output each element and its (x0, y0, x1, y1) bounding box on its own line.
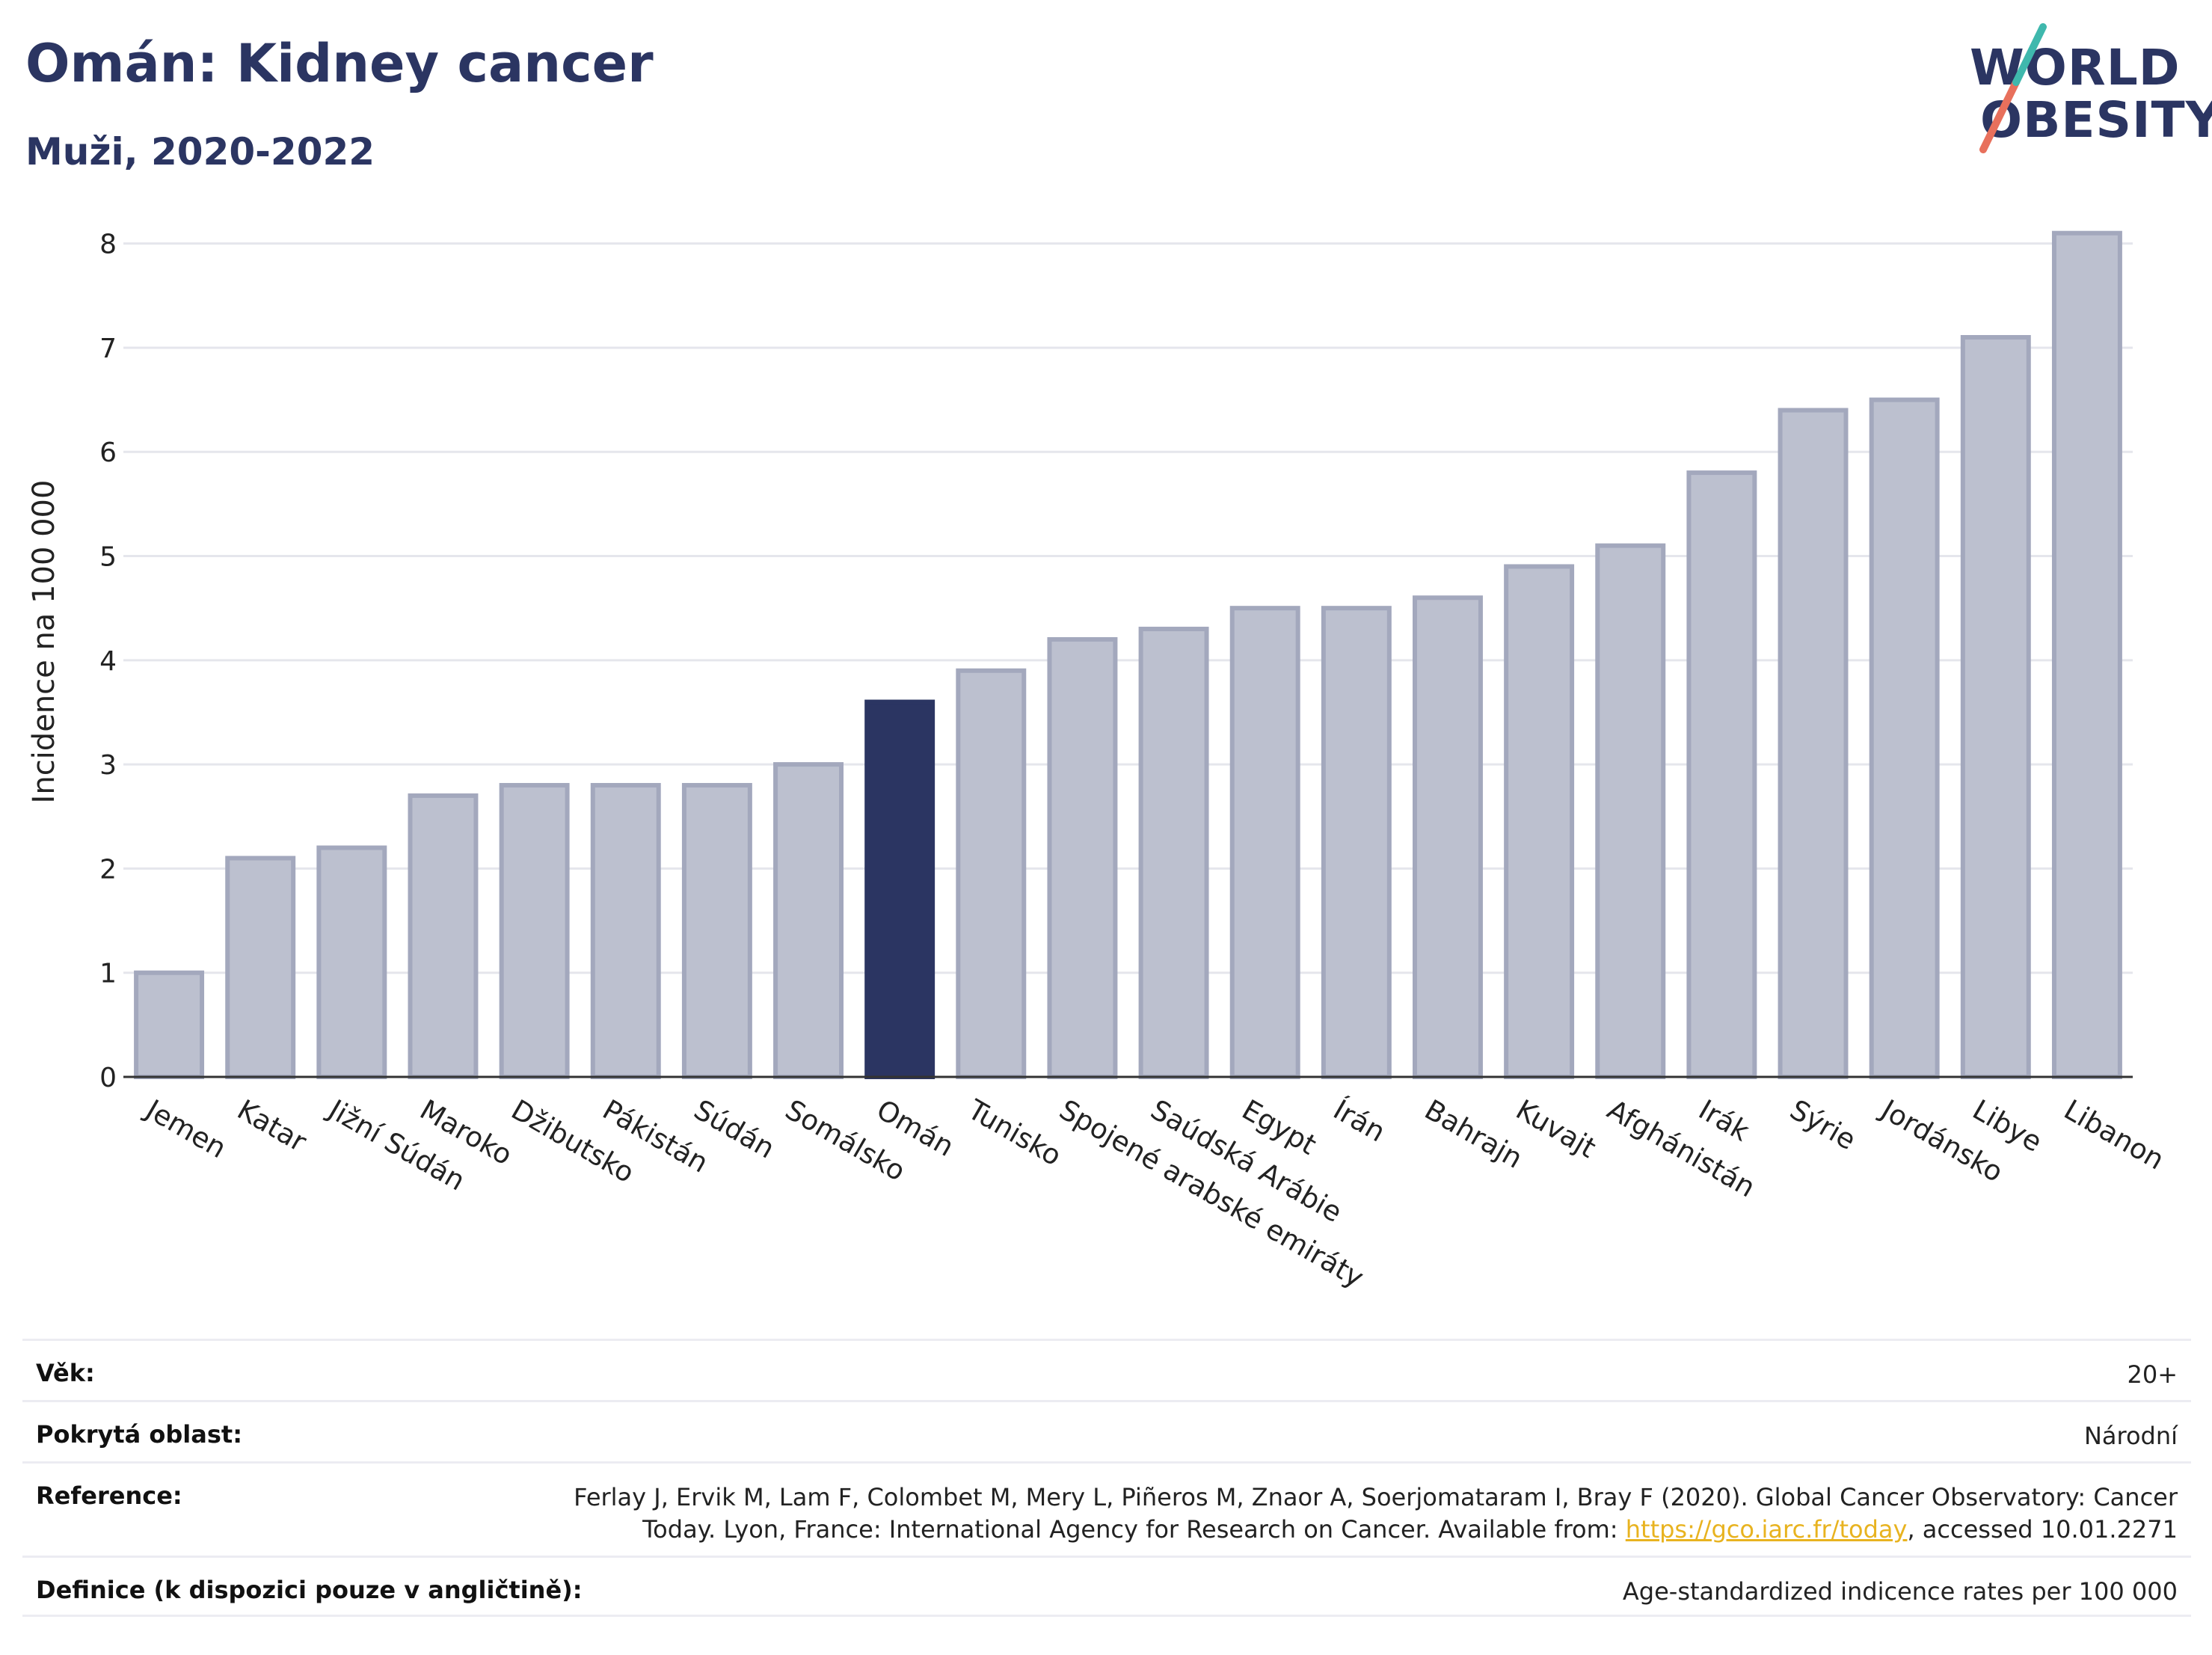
bar-Afghánistán[interactable] (1595, 543, 1666, 1079)
x-tick-label: Jemen (139, 1093, 232, 1164)
y-tick-label: 1 (99, 959, 117, 989)
x-tick-label: Sýrie (1784, 1093, 1861, 1156)
logo-text-obesity: OBESITY (1980, 91, 2212, 149)
definition-value: Age-standardized indicence rates per 100… (1622, 1577, 2178, 1606)
bars (134, 230, 2122, 1080)
chart-subtitle: Muži, 2020-2022 (25, 130, 375, 174)
y-tick-label: 5 (99, 542, 117, 573)
y-tick-label: 6 (99, 437, 117, 468)
bar-Jordánsko[interactable] (1869, 397, 1940, 1079)
reference-line-2-end: , accessed 10.01.2271 (1907, 1515, 2178, 1544)
y-tick-label: 2 (99, 854, 117, 885)
bar-Libanon[interactable] (2051, 230, 2122, 1079)
bar-Egypt[interactable] (1229, 606, 1300, 1079)
metadata-row-coverage: Pokrytá oblast: Národní (22, 1400, 2191, 1461)
definition-label: Definice (k dispozici pouze v angličtině… (36, 1576, 583, 1604)
metadata-table: Věk: 20+ Pokrytá oblast: Národní Referen… (22, 1339, 2191, 1617)
reference-line-2-start: Today. Lyon, France: International Agenc… (642, 1515, 1626, 1544)
world-obesity-logo: WORLD OBESITY (1944, 22, 2212, 157)
x-tick-label: Bahrajn (1419, 1093, 1528, 1175)
y-tick-label: 4 (99, 646, 117, 677)
bar-Bahrajn[interactable] (1413, 595, 1483, 1079)
bar-Sýrie[interactable] (1778, 408, 1849, 1079)
y-tick-label: 8 (99, 230, 117, 260)
metadata-row-age: Věk: 20+ (22, 1339, 2191, 1400)
x-tick-label: Irák (1693, 1093, 1755, 1148)
bar-Súdán[interactable] (681, 782, 752, 1079)
x-tick-labels: Jemen Katar Jižní SúdánMarokoDžibutskoPáki… (139, 1093, 2169, 1294)
bar-Pákistán[interactable] (590, 782, 661, 1079)
bar-Saúdská Arábie[interactable] (1138, 627, 1209, 1079)
reference-link[interactable]: https://gco.iarc.fr/today (1625, 1515, 1908, 1544)
bar-Džibutsko[interactable] (499, 782, 570, 1079)
age-value: 20+ (2127, 1360, 2178, 1389)
bar-Somálsko[interactable] (773, 762, 844, 1080)
x-tick-label: Tunisko (962, 1093, 1066, 1173)
bar-chart: 0 1 2 3 4 5 6 7 8 Jemen Katar Jižní SúdánMarokoDži… (27, 230, 2169, 1295)
logo-slash-icon (1979, 23, 2047, 153)
reference-line-1: Ferlay J, Ervik M, Lam F, Colombet M, Me… (574, 1483, 2178, 1511)
y-tick-label: 3 (99, 750, 117, 781)
metadata-row-reference: Reference: Ferlay J, Ervik M, Lam F, Col… (22, 1461, 2191, 1556)
bar-Omán[interactable] (864, 699, 936, 1080)
bar-Jižní Súdán[interactable] (316, 845, 387, 1080)
bar-Tunisko[interactable] (956, 668, 1027, 1079)
coverage-label: Pokrytá oblast: (36, 1420, 242, 1449)
bar-Spojené arabské emiráty[interactable] (1047, 636, 1118, 1079)
coverage-value: Národní (2083, 1422, 2178, 1450)
logo-text-world: WORLD (1970, 39, 2181, 96)
y-tick-label: 7 (99, 334, 117, 364)
x-tick-label: Kuvajt (1511, 1093, 1601, 1164)
bar-Katar[interactable] (225, 856, 296, 1079)
chart-title: Omán: Kidney cancer (25, 33, 654, 94)
bar-Maroko[interactable] (408, 793, 479, 1079)
bar-Írán[interactable] (1321, 606, 1392, 1079)
x-tick-label: Írán (1328, 1093, 1392, 1148)
y-tick-labels: 0 1 2 3 4 5 6 7 8 (99, 230, 117, 1093)
x-tick-label: Libanon (2059, 1093, 2169, 1176)
x-tick-label: Katar (232, 1093, 313, 1158)
bar-Libye[interactable] (1960, 335, 2031, 1079)
metadata-row-definition: Definice (k dispozici pouze v angličtině… (22, 1556, 2191, 1617)
reference-value: Ferlay J, Ervik M, Lam F, Colombet M, Me… (574, 1481, 2178, 1546)
bar-Kuvajt[interactable] (1504, 564, 1575, 1079)
bar-Jemen[interactable] (134, 970, 205, 1080)
reference-label: Reference: (36, 1481, 182, 1510)
y-axis-label: Incidence na 100 000 (27, 480, 61, 804)
age-label: Věk: (36, 1359, 95, 1387)
bar-Irák[interactable] (1686, 470, 1757, 1079)
y-tick-label: 0 (99, 1063, 117, 1093)
